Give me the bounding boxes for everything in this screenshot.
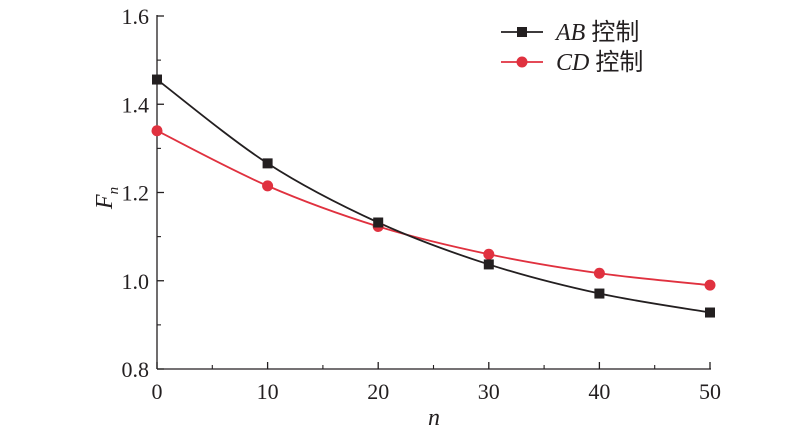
y-axis-title: Fn — [92, 187, 122, 210]
x-axis-title: n — [428, 405, 440, 431]
y-tick-label: 1.6 — [122, 4, 150, 29]
legend-marker-ab — [517, 27, 527, 37]
x-tick-label: 10 — [257, 379, 279, 404]
legend-label-italic: CD — [556, 50, 589, 76]
data-point-ab — [705, 307, 715, 318]
series-layer — [151, 74, 716, 318]
axes: 0.8 1.0 1.2 1.4 1.6 0 10 20 30 40 50 — [122, 4, 722, 404]
data-point-cd — [262, 180, 274, 192]
x-tick-label: 20 — [367, 379, 389, 404]
y-tick-label: 1.4 — [122, 92, 150, 117]
legend-label-suffix: 控制 — [589, 49, 643, 76]
y-axis-title-main: F — [92, 194, 118, 210]
legend-label-suffix: 控制 — [585, 19, 639, 46]
series-line-cd — [156, 129, 711, 287]
y-tick-label: 1.2 — [122, 181, 150, 206]
data-point-ab — [262, 158, 273, 169]
data-point-cd — [704, 279, 716, 291]
legend-label-cd: CD 控制 — [556, 49, 643, 76]
x-tick-label: 50 — [699, 379, 721, 404]
data-point-cd — [483, 248, 495, 260]
data-point-ab — [152, 74, 162, 85]
series-line-ab — [156, 78, 711, 314]
legend-label-ab: AB 控制 — [554, 19, 639, 46]
x-tick-label: 0 — [152, 379, 163, 404]
data-point-cd — [593, 267, 605, 279]
legend-label-italic: AB — [554, 20, 586, 46]
data-point-ab — [483, 259, 494, 270]
data-point-ab — [594, 288, 605, 299]
y-tick-label: 1.0 — [122, 269, 150, 294]
legend-marker-cd — [516, 56, 528, 68]
y-tick-label: 0.8 — [122, 357, 150, 382]
data-point-cd — [151, 125, 163, 137]
x-tick-label: 40 — [588, 379, 610, 404]
data-point-ab — [373, 217, 384, 228]
x-tick-label: 30 — [478, 379, 500, 404]
y-axis-title-subscript: n — [106, 187, 122, 195]
